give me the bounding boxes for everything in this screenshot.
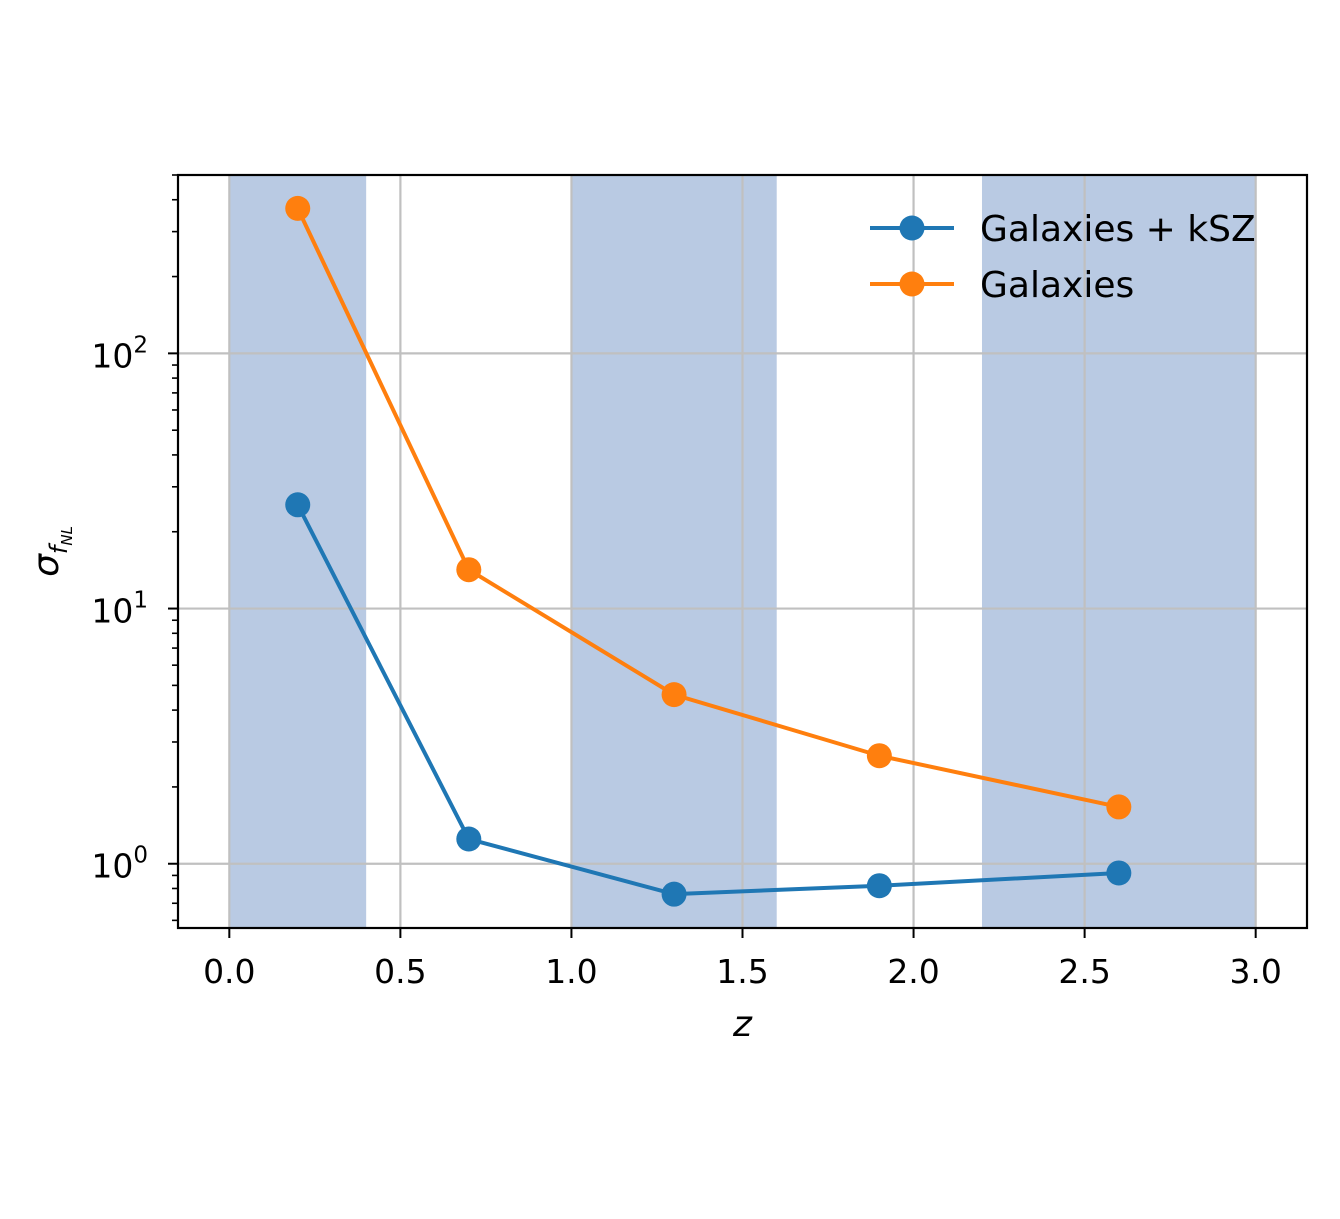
x-tick-label-1: 0.5 bbox=[374, 952, 426, 991]
y-axis-label-subsub: NL bbox=[58, 526, 76, 546]
x-tick-label-5: 2.5 bbox=[1058, 952, 1110, 991]
series-layer bbox=[285, 195, 1132, 907]
y-tick-label-base: 10 bbox=[91, 336, 133, 375]
x-axis-label: z bbox=[732, 1004, 753, 1045]
y-tick-label-1: 101 bbox=[91, 588, 148, 631]
series-0-point-4 bbox=[1106, 860, 1132, 886]
series-0-point-3 bbox=[866, 873, 892, 899]
y-tick-label-base: 10 bbox=[91, 847, 133, 886]
series-1-point-2 bbox=[661, 682, 687, 708]
y-axis-label-base: σ bbox=[26, 553, 67, 577]
series-1 bbox=[285, 195, 1132, 820]
x-tick-label-2: 1.0 bbox=[545, 952, 597, 991]
y-tick-label-exponent: 1 bbox=[133, 588, 148, 614]
y-tick-label-0: 100 bbox=[91, 843, 148, 886]
x-tick-label-6: 3.0 bbox=[1229, 952, 1281, 991]
series-1-point-0 bbox=[285, 195, 311, 221]
x-tick-label-3: 1.5 bbox=[716, 952, 768, 991]
series-0-point-2 bbox=[661, 881, 687, 907]
x-tick-label-0: 0.0 bbox=[203, 952, 255, 991]
legend-marker-0 bbox=[899, 215, 925, 241]
series-0 bbox=[285, 492, 1132, 907]
series-1-point-4 bbox=[1106, 794, 1132, 820]
y-tick-label-base: 10 bbox=[91, 592, 133, 631]
series-0-point-0 bbox=[285, 492, 311, 518]
y-tick-label-exponent: 0 bbox=[133, 843, 148, 869]
series-1-point-3 bbox=[866, 743, 892, 769]
y-tick-label-2: 102 bbox=[91, 332, 148, 375]
legend-label-1: Galaxies bbox=[980, 265, 1134, 306]
legend: Galaxies + kSZ Galaxies bbox=[870, 209, 1256, 306]
shaded-band-1 bbox=[571, 175, 777, 928]
series-1-point-1 bbox=[456, 557, 482, 583]
axis-labels: z σfNL bbox=[26, 526, 753, 1045]
y-tick-label-exponent: 2 bbox=[133, 332, 148, 358]
legend-label-0: Galaxies + kSZ bbox=[980, 209, 1256, 250]
y-axis-label: σfNL bbox=[26, 526, 76, 577]
series-0-point-1 bbox=[456, 826, 482, 852]
shaded-band-0 bbox=[229, 175, 367, 928]
x-tick-label-4: 2.0 bbox=[887, 952, 939, 991]
legend-marker-1 bbox=[899, 271, 925, 297]
